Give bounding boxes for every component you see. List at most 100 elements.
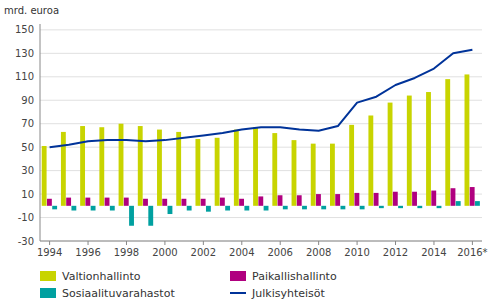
legend-label: Julkisyhteisöt	[251, 287, 326, 300]
bar	[124, 198, 129, 206]
bar	[138, 126, 143, 206]
bar	[412, 192, 417, 206]
bar	[311, 144, 316, 206]
bar	[129, 206, 134, 226]
bar	[234, 130, 239, 206]
x-tick	[357, 241, 358, 245]
bar	[61, 132, 66, 206]
bar	[71, 206, 76, 211]
bar	[80, 126, 85, 206]
grid-line	[40, 29, 482, 30]
bar	[354, 193, 359, 206]
x-tick	[433, 241, 434, 245]
bar	[470, 187, 475, 206]
x-tick-label: 2014	[421, 247, 446, 258]
bar	[258, 196, 263, 205]
y-grid	[40, 30, 482, 241]
bar	[119, 124, 124, 206]
legend-label: Paikallishallinto	[252, 270, 337, 283]
chart: -30-101030507090110130150199419961998200…	[0, 0, 492, 303]
bar	[91, 206, 96, 211]
bar	[253, 127, 258, 206]
bar	[330, 144, 335, 206]
bar	[272, 133, 277, 206]
bar	[426, 92, 431, 206]
bar	[437, 206, 442, 208]
bar	[239, 199, 244, 206]
bar	[278, 195, 283, 206]
legend-item: Julkisyhteisöt	[230, 287, 326, 300]
bar	[388, 103, 393, 206]
bar	[42, 146, 47, 206]
bar	[52, 206, 57, 210]
bar	[302, 206, 307, 210]
bar	[360, 206, 365, 210]
bar	[168, 206, 173, 214]
bar	[297, 195, 302, 206]
bar	[335, 194, 340, 206]
x-tick-label: 2016*	[457, 247, 487, 258]
bar	[206, 206, 211, 212]
x-tick-label: 1998	[114, 247, 139, 258]
grid-line	[40, 241, 482, 242]
bar	[148, 206, 153, 226]
x-tick	[126, 241, 127, 245]
x-axis-line	[40, 241, 482, 242]
grid-line	[40, 100, 482, 101]
bar	[456, 201, 461, 206]
bar	[182, 199, 187, 206]
bar	[465, 74, 470, 205]
bar	[374, 193, 379, 206]
y-tick-label: 150	[15, 24, 34, 35]
bar	[407, 96, 412, 206]
y-axis-label: mrd. euroa	[4, 5, 59, 16]
bar	[431, 191, 436, 206]
bar	[475, 201, 480, 206]
x-tick	[241, 241, 242, 245]
x-tick	[318, 241, 319, 245]
x-tick-label: 1996	[75, 247, 100, 258]
bar	[195, 139, 200, 206]
bar	[316, 194, 321, 206]
legend-swatch	[40, 288, 56, 298]
y-tick-label: 50	[21, 142, 34, 153]
bar	[393, 192, 398, 206]
x-tick-label: 2010	[344, 247, 369, 258]
x-tick	[88, 241, 89, 245]
x-tick-label: 2012	[383, 247, 408, 258]
legend-swatch	[230, 271, 246, 281]
bar	[264, 206, 269, 211]
y-tick-label: 30	[21, 165, 34, 176]
x-tick	[472, 241, 473, 245]
bar	[349, 125, 354, 206]
x-tick-label: 2008	[306, 247, 331, 258]
grid-line	[40, 53, 482, 54]
x-tick-label: 2006	[267, 247, 292, 258]
y-tick-label: 90	[21, 95, 34, 106]
y-tick-label: -10	[18, 212, 34, 223]
x-tick-label: 2000	[152, 247, 177, 258]
bar	[143, 199, 148, 206]
bar	[283, 206, 288, 210]
y-tick-label: 70	[21, 118, 34, 129]
line	[50, 50, 473, 147]
grid-line	[40, 147, 482, 148]
bar	[451, 188, 456, 206]
bar	[379, 206, 384, 208]
bar	[176, 132, 181, 206]
legend-item: Paikallishallinto	[230, 270, 337, 283]
bar-series	[52, 201, 480, 226]
bar	[244, 206, 249, 211]
legend-swatch	[230, 292, 246, 294]
bar	[215, 138, 220, 206]
legend-item: Valtionhallinto	[40, 270, 141, 283]
x-tick	[395, 241, 396, 245]
bar	[398, 206, 403, 208]
grid-line	[40, 217, 482, 218]
x-tick-label: 2004	[229, 247, 254, 258]
grid-line	[40, 123, 482, 124]
bar	[99, 127, 104, 206]
bar	[340, 206, 345, 210]
legend-swatch	[40, 271, 56, 281]
bar	[321, 206, 326, 210]
